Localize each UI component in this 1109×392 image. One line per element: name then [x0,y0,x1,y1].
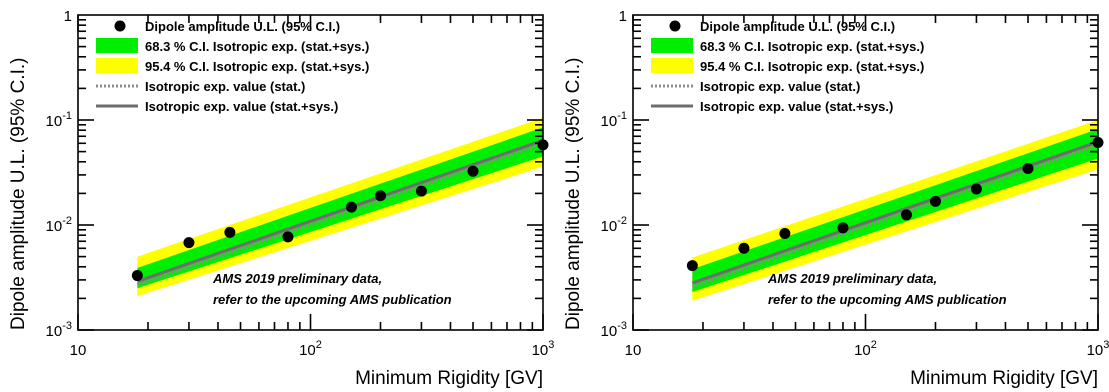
upper-limit-point [131,270,143,282]
y-tick-label: 10-1 [601,110,627,130]
chart-svg-right: 10-3 10-2 10-1 1 10 102 103 Minimum Rigidity [G… [563,8,1109,389]
upper-limit-point [837,222,849,234]
legend-label: Dipole amplitude U.L. (95% C.I.) [700,19,895,34]
upper-limit-point [738,242,750,254]
chart-panel-left: 10-3 10-2 10-1 1 10 102 103 Minimum Rigidity [G… [0,0,554,392]
x-tick-label: 10 [625,342,642,359]
upper-limit-point [345,201,357,213]
legend-label: Isotropic exp. value (stat.) [700,79,860,94]
y-axis-label: Dipole amplitude U.L. (95% C.I.) [563,58,584,330]
y-tick-label: 1 [619,8,627,25]
x-axis-label: Minimum Rigidity [GV] [355,368,543,389]
expected-statsys-line [136,138,544,283]
legend-label: 68.3 % C.I. Isotropic exp. (stat.+sys.) [700,39,924,54]
y-tick-label: 10-1 [46,110,72,130]
legend-dot-marker [114,20,126,32]
chart-panel-right: 10-3 10-2 10-1 1 10 102 103 Minimum Rigidity [G… [555,0,1109,392]
upper-limit-point [1022,163,1034,175]
upper-limit-point [282,231,294,243]
upper-limit-point [929,195,941,207]
upper-limit-point [374,190,386,202]
upper-limit-point [224,226,236,238]
legend-band95-swatch [651,58,693,73]
legend-dot-marker [669,20,681,32]
upper-limit-point [779,227,791,239]
x-tick-label: 102 [854,339,877,359]
legend-label: Dipole amplitude U.L. (95% C.I.) [145,19,340,34]
x-tick-label: 102 [299,339,322,359]
y-tick-label: 10-3 [46,320,72,340]
legend-label: 95.4 % C.I. Isotropic exp. (stat.+sys.) [145,59,369,74]
x-tick-label: 103 [1087,339,1109,359]
annotation-line-1: AMS 2019 preliminary data, [212,271,382,286]
legend-band68-swatch [96,38,138,53]
annotation-line-1: AMS 2019 preliminary data, [767,271,937,286]
y-tick-label: 10-2 [601,215,627,235]
expected-statsys-line [691,140,1099,285]
upper-limit-point [686,260,698,272]
upper-limit-point [467,165,479,177]
legend-band95-swatch [96,58,138,73]
legend-band68-swatch [651,38,693,53]
legend-label: Isotropic exp. value (stat.+sys.) [700,99,893,114]
y-tick-label: 10-2 [46,215,72,235]
legend-label: Isotropic exp. value (stat.) [145,79,305,94]
y-tick-label: 1 [64,8,72,25]
annotation-line-2: refer to the upcoming AMS publication [213,292,452,307]
y-axis-label: Dipole amplitude U.L. (95% C.I.) [8,58,29,330]
annotation-line-2: refer to the upcoming AMS publication [768,292,1007,307]
band-68-region [692,129,1098,293]
upper-limit-point [970,183,982,195]
chart-svg-left: 10-3 10-2 10-1 1 10 102 103 Minimum Rigidity [G… [8,8,554,389]
legend-label: Isotropic exp. value (stat.+sys.) [145,99,338,114]
legend-label: 95.4 % C.I. Isotropic exp. (stat.+sys.) [700,59,924,74]
x-tick-label: 10 [70,342,87,359]
legend-label: 68.3 % C.I. Isotropic exp. (stat.+sys.) [145,39,369,54]
x-axis-label: Minimum Rigidity [GV] [910,368,1098,389]
x-tick-label: 103 [532,339,554,359]
upper-limit-point [900,209,912,221]
upper-limit-point [415,185,427,197]
band-68-region [137,127,543,289]
upper-limit-point [183,237,195,249]
y-tick-label: 10-3 [601,320,627,340]
